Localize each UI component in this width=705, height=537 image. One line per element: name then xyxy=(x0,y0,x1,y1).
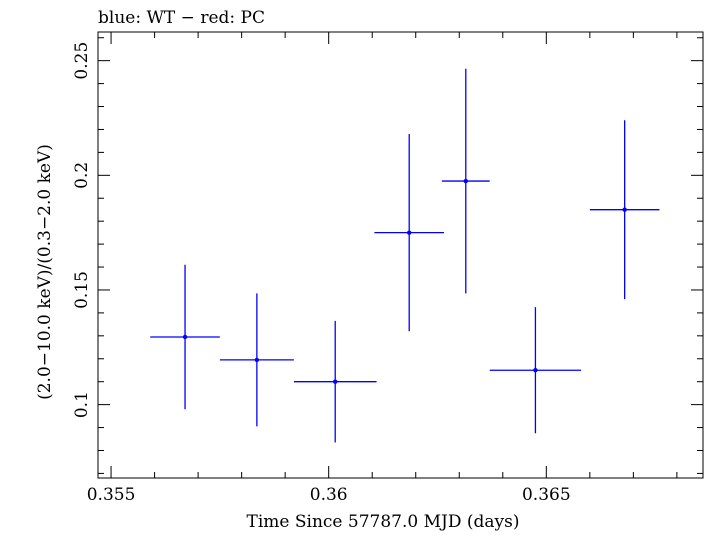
axis-ticks: 0.355 0.36 0.365 0.1 0.15 0.2 0.25 xyxy=(72,32,703,505)
x-tick-label: 0.365 xyxy=(522,485,571,505)
y-tick-label: 0.15 xyxy=(72,271,92,309)
data-series xyxy=(150,68,660,443)
y-axis-label: (2.0−10.0 keV)/(0.3−2.0 keV) xyxy=(35,144,55,400)
plot-frame xyxy=(97,31,704,479)
y-tick-label: 0.2 xyxy=(72,162,92,189)
data-point xyxy=(407,230,412,235)
y-tick-label: 0.25 xyxy=(72,42,92,80)
chart-title: blue: WT − red: PC xyxy=(98,8,265,28)
x-tick-label: 0.355 xyxy=(87,485,136,505)
data-point xyxy=(622,207,627,212)
data-point xyxy=(533,368,538,373)
x-axis-label: Time Since 57787.0 MJD (days) xyxy=(247,512,520,532)
x-tick-label: 0.36 xyxy=(310,485,348,505)
data-point xyxy=(182,334,188,340)
data-point xyxy=(333,379,338,384)
data-point xyxy=(254,357,260,363)
data-point xyxy=(463,178,468,184)
y-tick-label: 0.1 xyxy=(72,391,92,418)
